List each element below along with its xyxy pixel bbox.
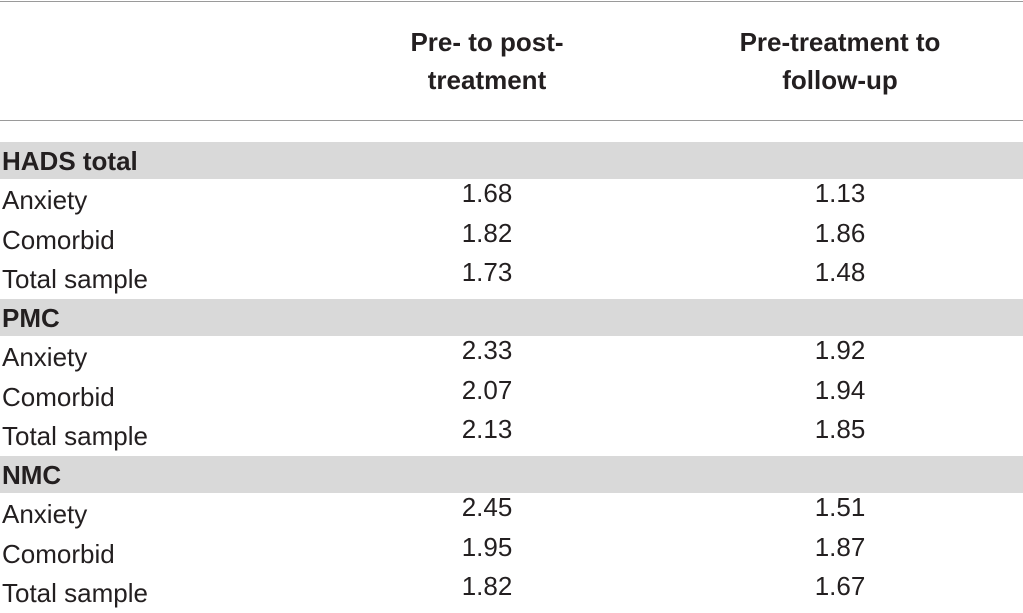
- header-rule: [0, 120, 1023, 121]
- row-label: Anxiety: [2, 499, 88, 530]
- cell-value: 1.82: [461, 570, 513, 601]
- cell-value: 1.87: [814, 531, 866, 562]
- column-header: Pre-treatment to: [739, 27, 941, 57]
- row-label: Comorbid: [2, 381, 115, 412]
- row-label: Total sample: [2, 420, 148, 451]
- cell-value: 1.86: [814, 217, 866, 248]
- cell-value: 1.95: [461, 531, 513, 562]
- cell-value: 1.82: [461, 217, 513, 248]
- row-label: Comorbid: [2, 224, 115, 255]
- cell-value: 1.68: [461, 178, 513, 209]
- cell-value: 1.92: [814, 335, 866, 366]
- row-label: Total sample: [2, 577, 148, 608]
- section-band: [0, 456, 1023, 493]
- top-rule: [0, 1, 1023, 2]
- row-label: Total sample: [2, 263, 148, 294]
- cell-value: 2.13: [461, 413, 513, 444]
- section-title: HADS total: [2, 146, 138, 176]
- cell-value: 1.85: [814, 413, 866, 444]
- cell-value: 1.51: [814, 492, 866, 523]
- cell-value: 1.73: [461, 256, 513, 287]
- cell-value: 2.07: [461, 374, 513, 405]
- section-band: [0, 142, 1023, 179]
- section-band: [0, 299, 1023, 336]
- row-label: Comorbid: [2, 538, 115, 569]
- column-header: Pre- to post-: [410, 27, 564, 57]
- cell-value: 1.67: [814, 570, 866, 601]
- column-header: follow-up: [782, 65, 898, 95]
- column-header: treatment: [427, 65, 547, 95]
- section-title: PMC: [2, 303, 60, 333]
- cell-value: 2.33: [461, 335, 513, 366]
- cell-value: 1.94: [814, 374, 866, 405]
- section-title: NMC: [2, 460, 62, 490]
- cell-value: 1.48: [814, 256, 866, 287]
- cell-value: 1.13: [814, 178, 866, 209]
- row-label: Anxiety: [2, 185, 88, 216]
- row-label: Anxiety: [2, 342, 88, 373]
- cell-value: 2.45: [461, 492, 513, 523]
